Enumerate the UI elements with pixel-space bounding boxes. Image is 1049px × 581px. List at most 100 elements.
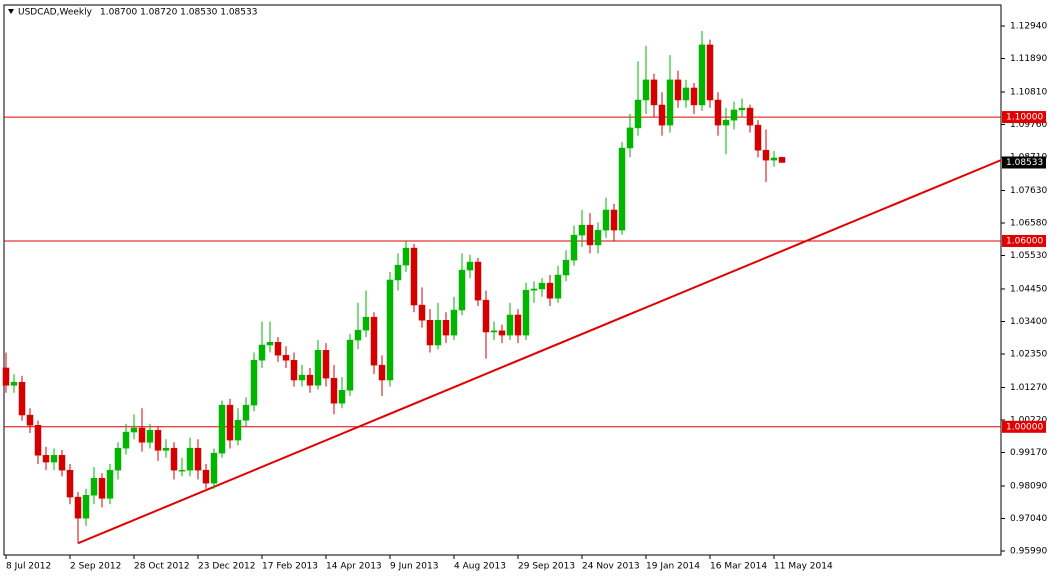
- candle-body: [698, 44, 706, 106]
- y-tick-label: 0.97040: [1010, 514, 1047, 524]
- candle-body: [442, 320, 450, 336]
- chart-title: USDCAD,Weekly: [18, 8, 93, 18]
- candle-body: [666, 79, 674, 126]
- candle-body: [226, 404, 234, 441]
- x-tick-label: 14 Apr 2013: [326, 562, 382, 572]
- candle-body: [266, 341, 274, 346]
- candle-body: [578, 224, 586, 236]
- candle-body: [106, 469, 114, 499]
- candle-body: [346, 339, 354, 391]
- candle-body: [114, 447, 122, 471]
- candle-body: [90, 477, 98, 496]
- price-box: [1002, 111, 1046, 124]
- candle-body: [10, 381, 18, 386]
- y-tick-label: 1.03400: [1010, 317, 1047, 327]
- y-tick-label: 0.95990: [1010, 547, 1047, 557]
- candle-body: [50, 455, 58, 463]
- candle-body: [178, 469, 186, 472]
- candle-body: [706, 44, 714, 101]
- last-price-label: 1.08533: [1006, 158, 1043, 168]
- candle-body: [338, 390, 346, 404]
- x-tick-label: 2 Sep 2012: [70, 562, 121, 572]
- candle-body: [330, 377, 338, 404]
- trendline: [77, 159, 1002, 545]
- candle-body: [562, 259, 570, 276]
- candle-body: [186, 447, 194, 471]
- y-tick-label: 1.12940: [1010, 22, 1047, 32]
- candle-body: [394, 264, 402, 281]
- candle-body: [642, 79, 650, 101]
- candle-body: [314, 350, 322, 386]
- price-box-label: 1.06000: [1006, 236, 1043, 246]
- x-tick-label: 24 Nov 2013: [582, 562, 640, 572]
- candle-body: [626, 127, 634, 149]
- candle-body: [66, 469, 74, 498]
- candle-body: [434, 320, 442, 346]
- candle-body: [234, 420, 242, 441]
- candle-body: [18, 381, 26, 416]
- candle-body: [162, 447, 170, 451]
- candle-body: [370, 316, 378, 366]
- candle-body: [682, 87, 690, 101]
- candle-body: [722, 119, 730, 126]
- candle-body: [514, 314, 522, 336]
- candle-body: [762, 149, 770, 161]
- plot-frame: [3, 4, 1002, 556]
- price-box: [1002, 420, 1046, 433]
- x-tick-label: 11 May 2014: [774, 562, 833, 572]
- candle-body: [594, 229, 602, 246]
- candle-body: [482, 299, 490, 333]
- candle-body: [650, 79, 658, 106]
- candle-body: [546, 282, 554, 299]
- y-tick-label: 1.04450: [1010, 284, 1047, 294]
- y-tick-label: 1.06580: [1010, 218, 1047, 228]
- price-box: [1002, 234, 1046, 247]
- chart-subtitle: 1.08700 1.08720 1.08530 1.08533: [100, 8, 257, 18]
- y-tick-label: 1.05530: [1010, 251, 1047, 261]
- x-tick-label: 8 Jul 2012: [6, 562, 51, 572]
- candle-body: [522, 289, 530, 336]
- candle-body: [410, 247, 418, 306]
- candle-body: [466, 261, 474, 271]
- candle-body: [378, 364, 386, 381]
- candle-body: [506, 314, 514, 336]
- candle-body: [634, 99, 642, 129]
- price-box-label: 1.00000: [1006, 422, 1043, 432]
- candle-body: [490, 330, 498, 333]
- x-tick-label: 4 Aug 2013: [454, 562, 506, 572]
- x-tick-label: 28 Oct 2012: [134, 562, 190, 572]
- x-tick-label: 29 Sep 2013: [518, 562, 575, 572]
- price-box-label: 1.10000: [1006, 113, 1043, 123]
- candle-body: [42, 455, 50, 463]
- candle-body: [602, 209, 610, 231]
- candle-body: [130, 427, 138, 433]
- candle-body: [74, 496, 82, 519]
- candle-body: [690, 87, 698, 106]
- candle-body: [730, 109, 738, 121]
- x-tick-label: 17 Feb 2013: [262, 562, 318, 572]
- x-tick-label: 9 Jun 2013: [390, 562, 438, 572]
- menu-arrow: [8, 9, 14, 14]
- candle-body: [570, 234, 578, 261]
- candle-body: [674, 79, 682, 101]
- candle-body: [170, 447, 178, 471]
- candle-body: [450, 309, 458, 336]
- candle-body: [554, 274, 562, 299]
- candle-body: [194, 447, 202, 471]
- candle-body: [146, 429, 154, 443]
- candle-body: [386, 279, 394, 381]
- candle-body: [498, 330, 506, 336]
- candle-body: [242, 404, 250, 421]
- y-tick-label: 1.02350: [1010, 350, 1047, 360]
- candle-body: [658, 104, 666, 126]
- candle-body: [458, 269, 466, 311]
- candle-body: [82, 495, 90, 519]
- x-tick-label: 19 Jan 2014: [646, 562, 700, 572]
- candle-body: [274, 341, 282, 356]
- last-price-box: [1002, 156, 1046, 169]
- candle-body: [122, 431, 130, 449]
- candle-body: [98, 477, 106, 499]
- candle-body: [34, 425, 42, 456]
- candle-body: [770, 157, 778, 161]
